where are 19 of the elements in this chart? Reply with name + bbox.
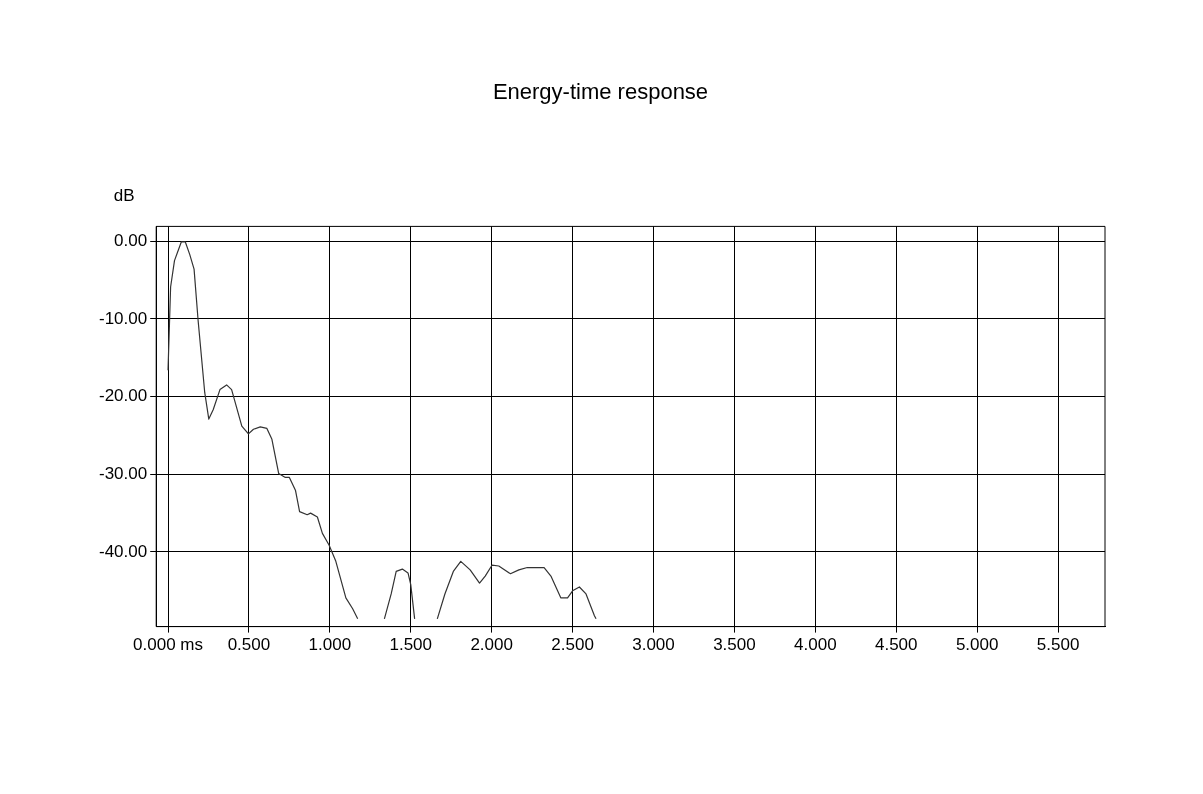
x-tick-label: 5.000 (955, 635, 999, 655)
x-tick-label: 1.500 (389, 635, 433, 655)
x-tick-label: 2.500 (551, 635, 594, 655)
x-tick-label: 0.500 (227, 635, 271, 655)
x-tick-label: 3.500 (713, 635, 756, 655)
y-tick-label: 0.00 (114, 230, 148, 250)
chart-title: Energy-time response (492, 79, 709, 105)
y-tick-label: -30.00 (99, 463, 148, 483)
y-axis-title: dB (113, 185, 135, 205)
x-tick-label: 0.000 ms (133, 635, 203, 655)
y-tick-label: -10.00 (99, 308, 148, 328)
x-tick-label: 5.500 (1036, 635, 1080, 655)
x-tick-label: 1.000 (308, 635, 352, 655)
x-tick-label: 4.000 (794, 635, 837, 655)
y-tick-label: -20.00 (99, 386, 148, 406)
x-tick-label: 2.000 (470, 635, 513, 655)
y-tick-label: -40.00 (99, 541, 148, 561)
x-tick-label: 3.000 (632, 635, 675, 655)
x-tick-label: 4.500 (874, 635, 918, 655)
